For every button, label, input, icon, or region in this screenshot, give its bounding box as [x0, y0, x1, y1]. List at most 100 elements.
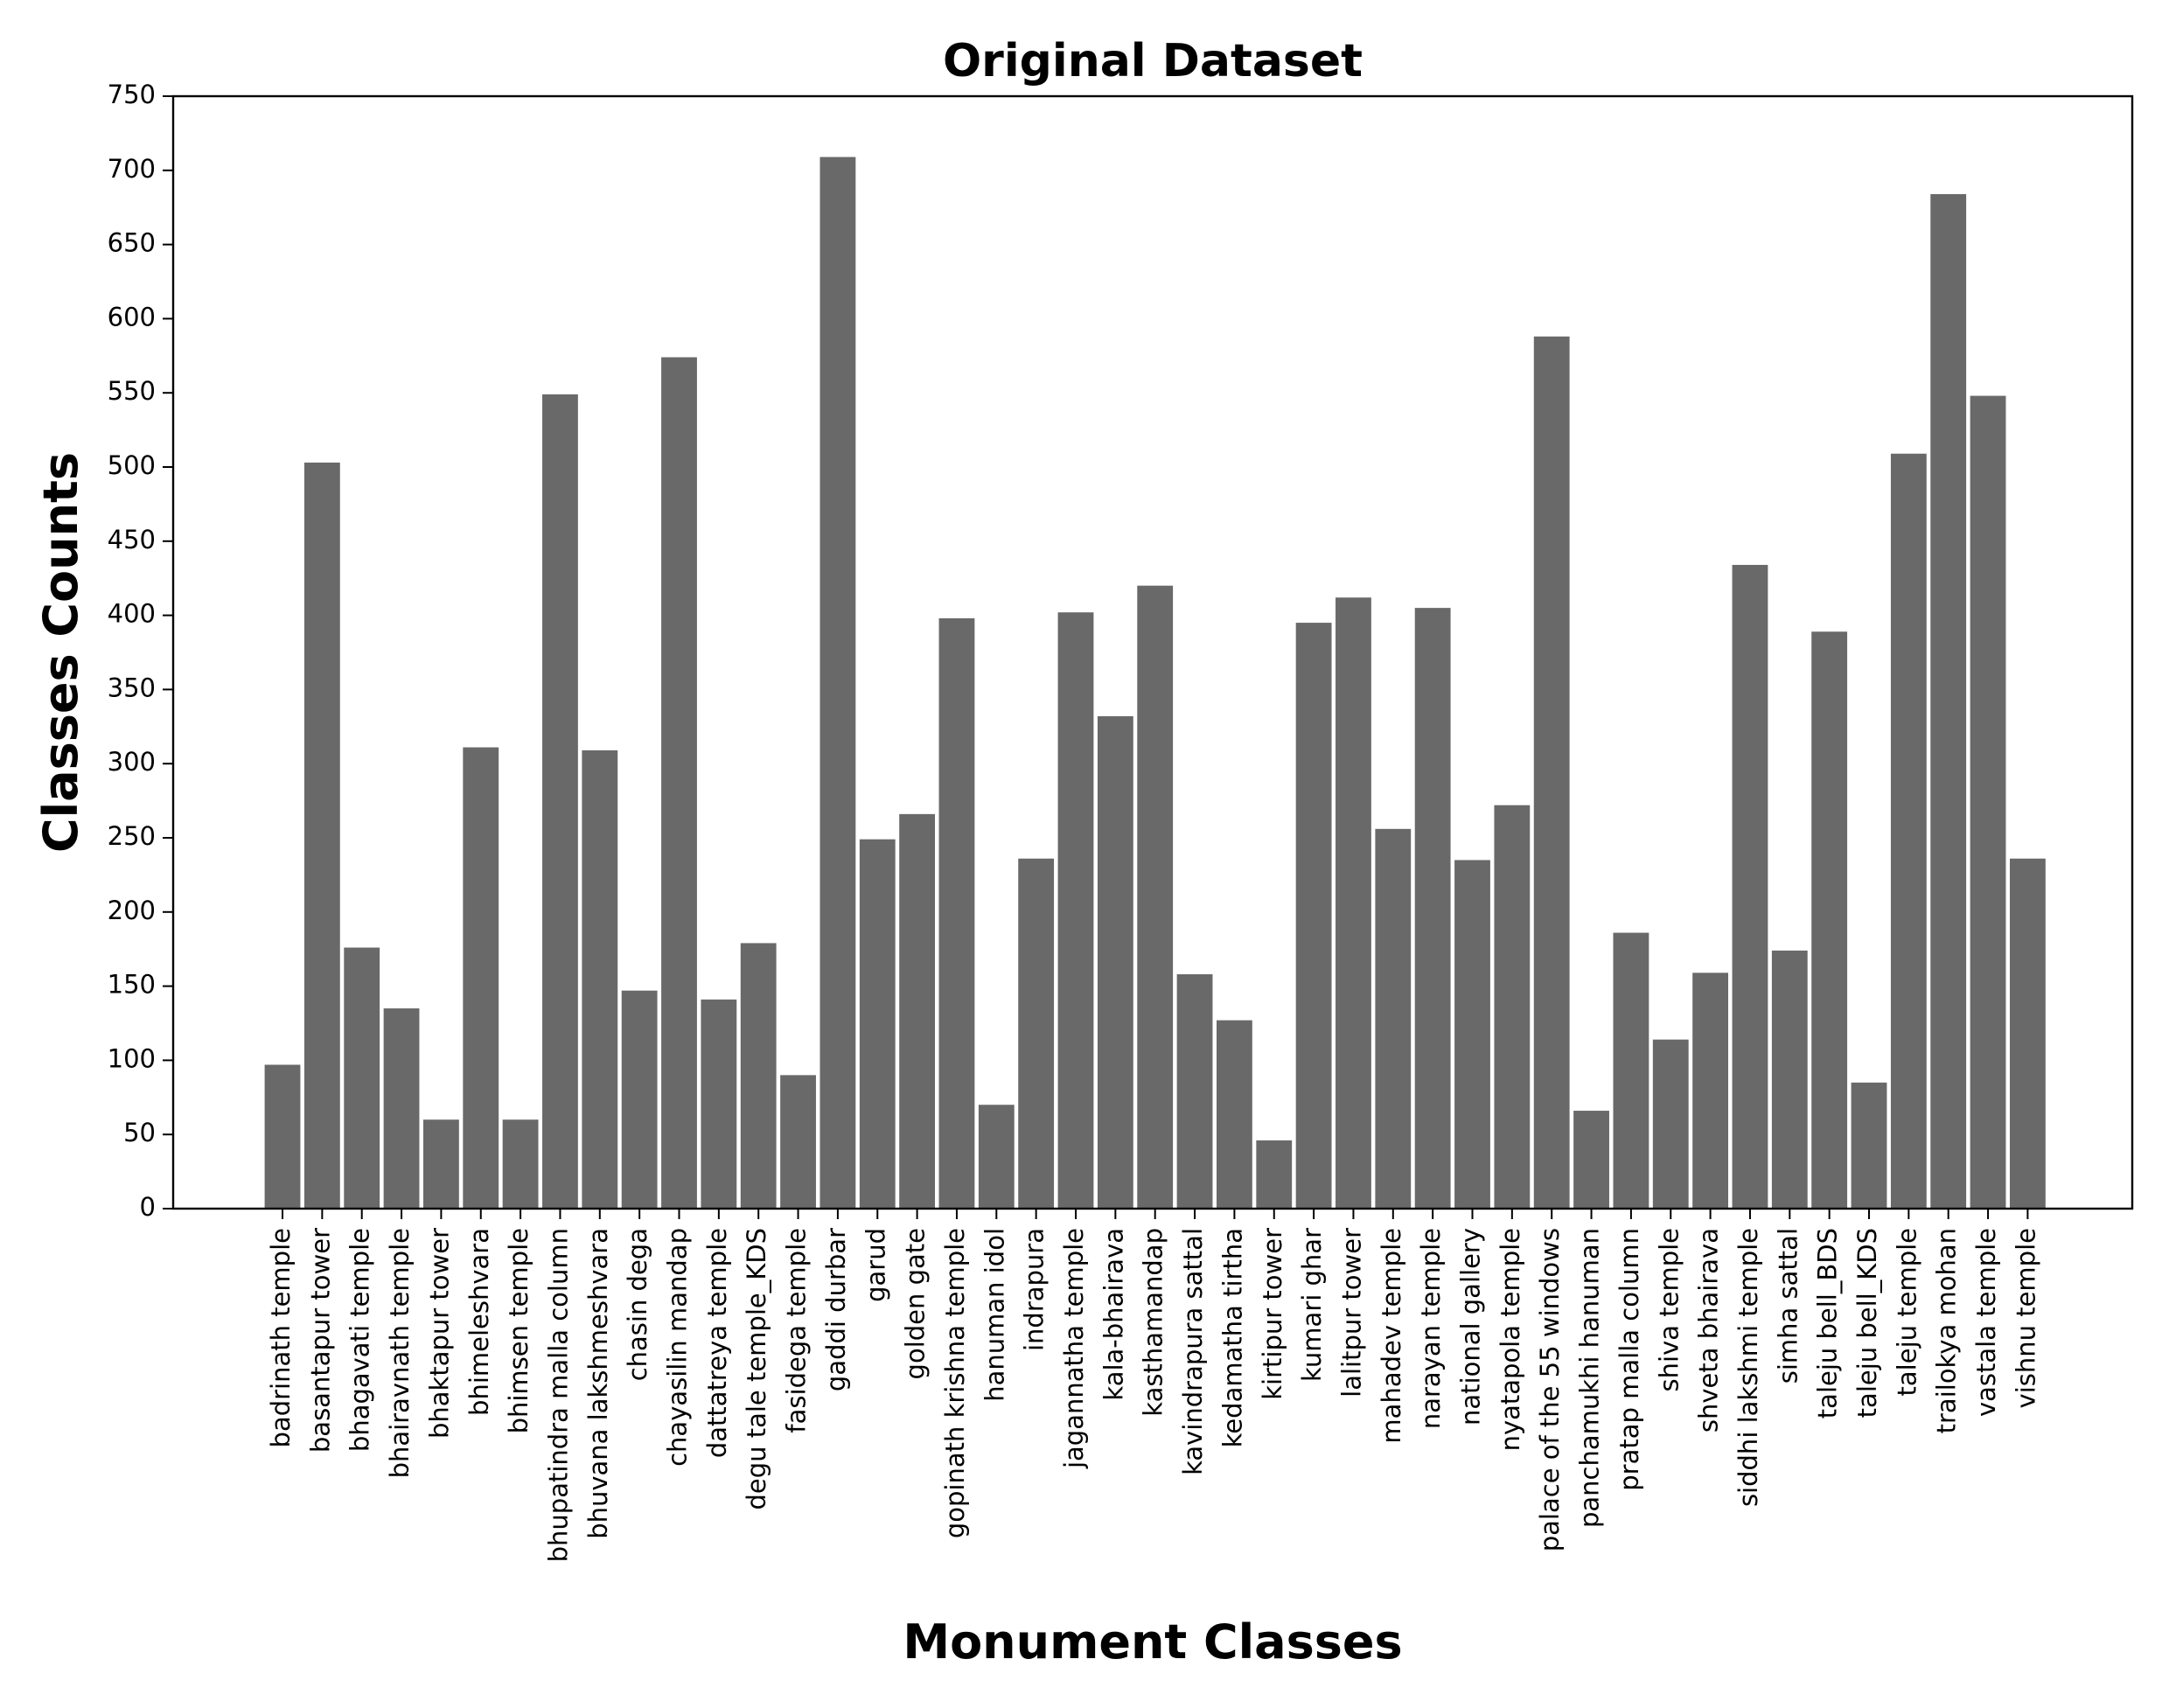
- bar-basantapur-tower: [303, 462, 340, 1209]
- x-tick-label: bhaktapur tower: [424, 1228, 454, 1439]
- x-tick-label: gaddi durbar: [821, 1228, 851, 1391]
- x-tick-label: national gallery: [1456, 1228, 1486, 1426]
- bars-layer: [264, 157, 2046, 1210]
- x-tick-label: palace of the 55 windows: [1535, 1228, 1565, 1551]
- bar-siddhi-lakshmi-temple: [1732, 564, 1768, 1209]
- x-tick-label: panchamukhi hanuman: [1575, 1228, 1605, 1528]
- bar-kala-bhairava: [1097, 715, 1133, 1209]
- x-tick-label: taleju bell_BDS: [1813, 1228, 1843, 1419]
- x-tick-label: bhimeleshvara: [464, 1228, 494, 1416]
- x-tick-label: narayan temple: [1416, 1228, 1446, 1429]
- y-tick-label: 50: [123, 1118, 156, 1147]
- y-axis-label: Classes Counts: [33, 452, 88, 853]
- x-tick-label: shiva temple: [1654, 1228, 1684, 1391]
- y-tick-label: 700: [108, 154, 156, 184]
- bar-fasidega-temple: [780, 1075, 816, 1209]
- y-axis: 0 50 100 150 200 250 300 350 400 450 500 550 600 650 7…: [108, 80, 173, 1222]
- x-tick-label: kirtipur tower: [1258, 1228, 1287, 1400]
- y-tick-label: 0: [140, 1192, 156, 1222]
- y-tick-label: 350: [108, 673, 156, 702]
- bar-panchamukhi-hanuman: [1573, 1111, 1609, 1209]
- x-tick-label: chayasilin mandap: [663, 1228, 693, 1467]
- x-tick-label: trailokya mohan: [1932, 1228, 1962, 1433]
- x-tick-label: bhimsen temple: [504, 1228, 534, 1433]
- y-tick-label: 450: [108, 525, 156, 554]
- bar-narayan-temple: [1414, 608, 1451, 1209]
- bar-trailokya-mohan: [1930, 193, 1967, 1210]
- y-tick-label: 200: [108, 896, 156, 925]
- bar-taleju-bell-kds: [1851, 1082, 1887, 1209]
- y-tick-label: 650: [108, 228, 156, 258]
- bar-shiva-temple: [1652, 1039, 1689, 1209]
- x-axis: badrinath temple basantapur tower bhagavat…: [266, 1209, 2040, 1562]
- x-tick-label: simha sattal: [1773, 1228, 1803, 1384]
- bar-bhagavati-temple: [344, 947, 380, 1209]
- y-tick-label: 150: [108, 970, 156, 1000]
- x-tick-label: chasin dega: [623, 1228, 652, 1381]
- bar-kirtipur-tower: [1256, 1140, 1293, 1209]
- x-tick-label: siddhi lakshmi temple: [1733, 1228, 1763, 1507]
- x-tick-label: taleju bell_KDS: [1852, 1228, 1882, 1418]
- bar-kedamatha-tirtha: [1216, 1020, 1252, 1209]
- bar-palace-of-the-55-windows: [1533, 336, 1570, 1209]
- x-axis-label: Monument Classes: [903, 1614, 1402, 1670]
- bar-hanuman-idol: [978, 1105, 1015, 1209]
- y-tick-label: 100: [108, 1043, 156, 1073]
- x-tick-label: bhairavnath temple: [385, 1228, 415, 1478]
- bar-nyatapola-temple: [1494, 805, 1531, 1209]
- bar-gaddi-durbar: [819, 157, 856, 1209]
- bar-jagannatha-temple: [1057, 612, 1094, 1209]
- x-tick-label: degu tale temple_KDS: [742, 1228, 771, 1510]
- bar-dattatreya-temple: [701, 999, 737, 1209]
- x-tick-label: hanuman idol: [980, 1228, 1009, 1402]
- bar-taleju-bell-bds: [1811, 631, 1848, 1209]
- bar-simha-sattal: [1771, 950, 1808, 1209]
- x-tick-label: vastala temple: [1971, 1228, 2001, 1417]
- bar-kumari-ghar: [1295, 623, 1332, 1209]
- y-tick-label: 300: [108, 747, 156, 777]
- y-tick-label: 500: [108, 450, 156, 480]
- y-tick-label: 600: [108, 302, 156, 331]
- bar-mahadev-temple: [1375, 828, 1412, 1209]
- x-tick-label: basantapur tower: [305, 1228, 335, 1453]
- bar-kasthamandap: [1137, 585, 1174, 1209]
- bar-bhimsen-temple: [502, 1119, 539, 1209]
- bar-shveta-bhairava: [1692, 973, 1729, 1209]
- x-tick-label: taleju temple: [1892, 1228, 1921, 1396]
- bar-bhairavnath-temple: [383, 1008, 420, 1209]
- plot-frame: [171, 94, 2134, 1210]
- bar-vastala-temple: [1970, 395, 2006, 1210]
- bar-bhuvana-lakshmeshvara: [582, 749, 618, 1209]
- bar-pratap-malla-column: [1613, 932, 1649, 1209]
- bar-gopinath-krishna-temple: [938, 617, 975, 1209]
- bar-bhaktapur-tower: [422, 1119, 459, 1209]
- bar-chayasilin-mandap: [661, 357, 697, 1209]
- x-tick-label: jagannatha temple: [1059, 1228, 1089, 1469]
- bar-lalitpur-tower: [1336, 597, 1371, 1209]
- bar-chasin-dega: [621, 990, 658, 1209]
- bar-vishnu-temple: [2009, 858, 2046, 1209]
- bar-garud: [859, 839, 896, 1209]
- x-tick-label: bhupatindra malla column: [543, 1228, 573, 1562]
- x-tick-label: kavindrapura sattal: [1178, 1228, 1208, 1475]
- x-tick-label: golden gate: [901, 1228, 931, 1379]
- bar-degu-tale-temple-kds: [740, 943, 777, 1209]
- x-tick-label: bhuvana lakshmeshvara: [583, 1228, 613, 1539]
- bar-bhupatindra-malla-column: [542, 394, 578, 1209]
- x-tick-label: badrinath temple: [266, 1228, 296, 1447]
- y-tick-label: 250: [108, 821, 156, 851]
- y-tick-label: 750: [108, 80, 156, 109]
- x-tick-label: shveta bhairava: [1694, 1228, 1724, 1433]
- x-tick-label: nyatapola temple: [1496, 1228, 1525, 1451]
- x-tick-label: kasthamandap: [1139, 1228, 1168, 1417]
- x-tick-label: fasidega temple: [782, 1228, 812, 1433]
- bar-national-gallery: [1454, 860, 1490, 1209]
- x-tick-label: bhagavati temple: [345, 1228, 375, 1452]
- x-tick-label: kedamatha tirtha: [1217, 1228, 1247, 1447]
- x-tick-label: vishnu temple: [2011, 1228, 2040, 1408]
- bar-bhimeleshvara: [463, 747, 499, 1209]
- bar-golden-gate: [899, 813, 936, 1209]
- x-tick-label: gopinath krishna temple: [940, 1228, 970, 1538]
- y-tick-label: 400: [108, 599, 156, 629]
